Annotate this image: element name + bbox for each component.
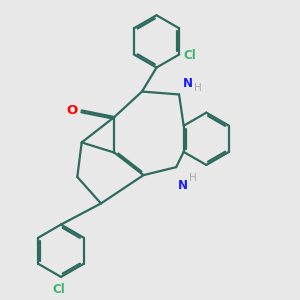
Text: Cl: Cl [184, 49, 196, 62]
Text: H: H [194, 83, 201, 93]
Text: N: N [178, 179, 188, 192]
Text: Cl: Cl [52, 283, 65, 296]
Text: N: N [183, 77, 193, 90]
Text: O: O [66, 104, 77, 117]
Text: H: H [189, 173, 196, 183]
